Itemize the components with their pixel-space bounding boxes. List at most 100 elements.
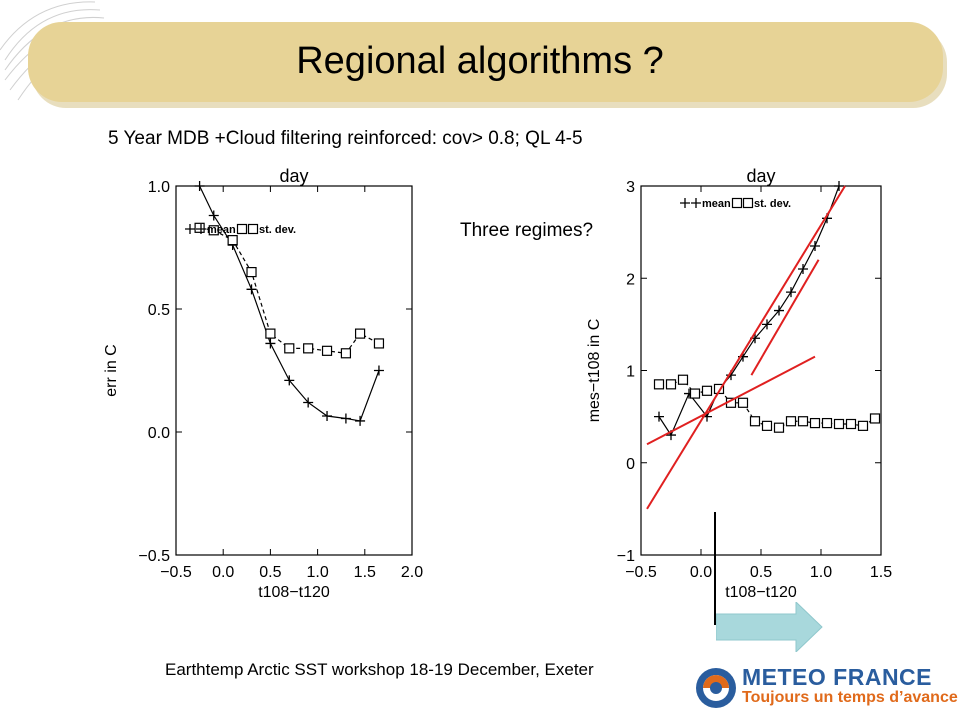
chart-title: day	[746, 166, 775, 186]
std-dev-point	[773, 422, 785, 433]
legend-mean-marker	[185, 224, 195, 234]
x-tick-label: 0.0	[690, 564, 712, 581]
legend-std-dev-marker	[742, 197, 754, 209]
std-dev-point	[284, 343, 295, 354]
y-tick-label: −0.5	[138, 548, 170, 565]
mean-point	[654, 411, 664, 422]
mean-point	[355, 415, 366, 426]
three-regimes-annotation: Three regimes?	[460, 220, 594, 241]
mean-point	[798, 264, 808, 275]
regime-fit-line	[646, 185, 846, 510]
mean-point	[340, 413, 351, 424]
y-tick-label: 1	[626, 364, 635, 381]
std-dev-point	[737, 397, 749, 408]
std-dev-point	[246, 266, 257, 278]
left-chart: day −0.5 0.0 0.5 1.0 1.5 2.0 −0.5 0.0 0.5 1.0 t108−…	[103, 166, 423, 601]
std-dev-point	[677, 374, 689, 385]
legend-std-dev-marker	[236, 223, 248, 235]
chart-title: day	[279, 166, 308, 186]
std-dev-point	[761, 420, 773, 431]
std-dev-point	[373, 338, 385, 349]
legend-std-dev-label: st. dev.	[754, 198, 791, 210]
std-dev-point	[194, 222, 205, 233]
std-dev-point	[665, 379, 677, 390]
x-tick-label: 1.5	[354, 564, 376, 581]
x-tick-label: −0.5	[625, 564, 657, 581]
mean-point	[303, 397, 314, 408]
y-tick-label: −1	[617, 548, 635, 565]
mean-point	[373, 365, 384, 376]
right-chart: day −0.5 0.0 0.5 1.0 1.5 −1 0 1 2 3 t108−t120 mes−t1…	[586, 166, 892, 601]
std-dev-point	[809, 417, 821, 429]
std-dev-point	[265, 328, 276, 339]
y-axis-label: mes−t108 in C	[586, 319, 603, 423]
std-dev-point	[354, 328, 366, 339]
plot-frame	[640, 185, 882, 556]
regime-fit-line	[646, 355, 816, 446]
y-axis-label: err in C	[103, 344, 120, 396]
footer-text: Earthtemp Arctic SST workshop 18-19 Dece…	[165, 660, 594, 679]
legend-std-dev-marker	[247, 223, 259, 235]
std-dev-point	[653, 379, 665, 390]
mean-point	[208, 210, 219, 221]
right-arrow-icon	[716, 602, 823, 652]
mean-point	[834, 181, 844, 191]
std-dev-point	[227, 235, 238, 246]
x-tick-label: 1.0	[810, 564, 832, 581]
mean-point	[246, 284, 257, 295]
std-dev-point	[701, 385, 713, 396]
mean-line	[199, 185, 380, 422]
std-dev-point	[845, 418, 857, 430]
std-dev-point	[321, 345, 333, 356]
meteo-france-globe-icon	[696, 668, 736, 708]
meteo-france-logo: METEO FRANCE Toujours un temps d’avance	[692, 662, 958, 714]
regime-fit-line	[750, 259, 820, 376]
legend-std-dev-marker	[731, 197, 743, 209]
mean-point	[786, 287, 796, 298]
std-dev-point	[833, 418, 845, 430]
std-dev-point	[303, 343, 314, 354]
slide-title: Regional algorithms ?	[296, 40, 664, 82]
legend-mean-label: mean	[207, 224, 236, 236]
y-tick-label: 0.5	[148, 302, 170, 319]
std-dev-point	[869, 413, 881, 424]
std-dev-point	[208, 225, 219, 236]
mean-point	[265, 338, 276, 349]
x-tick-label: 0.0	[212, 564, 234, 581]
mean-point	[194, 181, 205, 191]
mean-point	[322, 411, 333, 422]
std-dev-point	[821, 417, 833, 429]
std-dev-point	[857, 420, 869, 431]
std-dev-point	[749, 416, 761, 427]
title-band	[28, 22, 943, 102]
mean-point	[284, 375, 295, 386]
legend-mean-marker	[691, 198, 701, 208]
y-tick-label: 0	[626, 456, 635, 473]
y-tick-label: 1.0	[148, 179, 170, 196]
std-dev-point	[797, 416, 809, 427]
y-tick-label: 0.0	[148, 425, 170, 442]
std-dev-point	[785, 416, 797, 427]
mean-point	[774, 305, 784, 316]
plot-frame	[175, 185, 413, 556]
mean-point	[762, 319, 772, 330]
x-tick-label: 1.0	[306, 564, 328, 581]
logo-name: METEO FRANCE	[742, 664, 932, 690]
x-tick-label: 0.5	[750, 564, 772, 581]
x-tick-label: 2.0	[401, 564, 423, 581]
legend-mean-marker	[196, 224, 206, 234]
mean-line	[658, 185, 840, 437]
slide-subtitle: 5 Year MDB +Cloud filtering reinforced: …	[108, 128, 583, 149]
x-axis-label: t108−t120	[258, 584, 330, 601]
y-tick-label: 3	[626, 179, 635, 196]
std-dev-point	[713, 383, 725, 395]
legend-mean-label: mean	[702, 198, 731, 210]
y-tick-label: 2	[626, 271, 635, 288]
x-tick-label: 0.5	[259, 564, 281, 581]
legend-std-dev-label: st. dev.	[259, 224, 296, 236]
std-dev-point	[689, 388, 701, 399]
std-dev-point	[340, 348, 352, 359]
legend-mean-marker	[680, 198, 690, 208]
x-axis-label: t108−t120	[725, 584, 797, 601]
x-tick-label: −0.5	[160, 564, 192, 581]
